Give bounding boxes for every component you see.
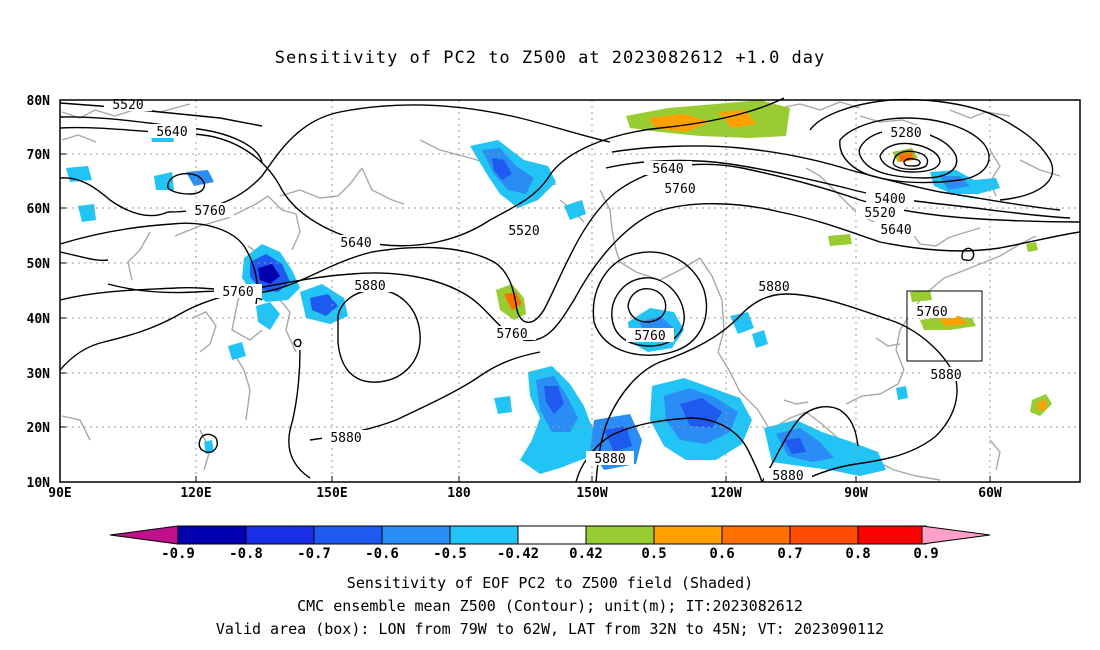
- colorbar-box: [857, 525, 927, 545]
- footer-line-1: Sensitivity of EOF PC2 to Z500 field (Sh…: [346, 574, 754, 592]
- latitude-labels: 80N 70N 60N 50N 40N 30N 20N 10N: [27, 94, 51, 491]
- valid-area-box: [906, 290, 983, 362]
- contour-label: 5880: [772, 469, 803, 484]
- colorbar-label: -0.6: [365, 546, 399, 562]
- lat-label: 80N: [27, 94, 51, 109]
- lon-label: 90E: [48, 486, 71, 501]
- colorbar-box: [177, 525, 247, 545]
- contour-label: 5640: [652, 162, 683, 177]
- footer-line-2: CMC ensemble mean Z500 (Contour); unit(m…: [297, 597, 803, 615]
- lon-label: 90W: [844, 486, 868, 501]
- colorbar-label: 0.42: [569, 546, 603, 562]
- gridlines: [60, 100, 1080, 482]
- contour-label: 5880: [354, 279, 385, 294]
- contour-label: 5880: [930, 368, 961, 383]
- colorbar-label: -0.8: [229, 546, 263, 562]
- lon-label: 120W: [710, 486, 741, 501]
- lon-label: 60W: [978, 486, 1002, 501]
- colorbar-box: [517, 525, 587, 545]
- contour-label: 5520: [864, 206, 895, 221]
- colorbar-label: -0.9: [161, 546, 195, 562]
- chart-title: Sensitivity of PC2 to Z500 at 2023082612…: [274, 48, 826, 68]
- colorbar-high-triangle: [921, 525, 991, 545]
- colorbar: -0.9 -0.8 -0.7 -0.6 -0.5 -0.42 0.42 0.5 0.6 0.7 0.…: [109, 525, 991, 562]
- contour-labels: 5520 5640 5760 5640 5760 5880 5520 5640 …: [104, 97, 970, 484]
- colorbar-low-triangle: [109, 525, 179, 545]
- contour-label: 5400: [874, 192, 905, 207]
- lat-label: 30N: [27, 367, 51, 382]
- contour-label: 5760: [222, 285, 253, 300]
- lon-label: 150W: [576, 486, 607, 501]
- colorbar-labels: -0.9 -0.8 -0.7 -0.6 -0.5 -0.42 0.42 0.5 0.6 0.7 0.…: [161, 546, 939, 562]
- colorbar-label: -0.5: [433, 546, 467, 562]
- map-frame: [59, 99, 1081, 483]
- colorbar-box: [789, 525, 859, 545]
- lon-label: 120E: [180, 486, 211, 501]
- contour-label: 5880: [330, 431, 361, 446]
- colorbar-label: -0.42: [497, 546, 539, 562]
- contour-label: 5640: [156, 125, 187, 140]
- colorbar-label: 0.5: [641, 546, 666, 562]
- lon-label: 150E: [316, 486, 347, 501]
- colorbar-boxes: [177, 525, 927, 545]
- z500-contours: [59, 97, 1081, 483]
- contour-label: 5760: [194, 204, 225, 219]
- footer-line-3: Valid area (box): LON from 79W to 62W, L…: [215, 620, 885, 638]
- colorbar-label: 0.9: [913, 546, 938, 562]
- lon-label: 180: [447, 486, 471, 501]
- lat-label: 60N: [27, 202, 51, 217]
- lat-label: 50N: [27, 257, 51, 272]
- contour-label: 5640: [340, 236, 371, 251]
- longitude-labels: 90E 120E 150E 180 150W 120W 90W 60W: [48, 486, 1002, 501]
- colorbar-box: [721, 525, 791, 545]
- colorbar-box: [313, 525, 383, 545]
- colorbar-box: [449, 525, 519, 545]
- colorbar-label: 0.6: [709, 546, 734, 562]
- contour-label: 5280: [890, 126, 921, 141]
- lat-label: 70N: [27, 148, 51, 163]
- contour-label: 5760: [664, 182, 695, 197]
- colorbar-label: 0.8: [845, 546, 870, 562]
- lat-label: 40N: [27, 312, 51, 327]
- shaded-sensitivity: [66, 100, 1052, 476]
- contour-label: 5760: [496, 327, 527, 342]
- colorbar-box: [245, 525, 315, 545]
- colorbar-box: [585, 525, 655, 545]
- contour-label: 5520: [112, 98, 143, 113]
- contour-label: 5880: [594, 452, 625, 467]
- colorbar-label: 0.7: [777, 546, 802, 562]
- lat-label: 10N: [27, 476, 51, 491]
- colorbar-box: [653, 525, 723, 545]
- contour-label: 5640: [880, 223, 911, 238]
- axis-ticks: [60, 99, 991, 482]
- lat-label: 20N: [27, 421, 51, 436]
- contour-label: 5520: [508, 224, 539, 239]
- contour-label: 5880: [758, 280, 789, 295]
- colorbar-label: -0.7: [297, 546, 331, 562]
- contour-label: 5760: [916, 305, 947, 320]
- colorbar-box: [381, 525, 451, 545]
- contour-label: 5760: [634, 329, 665, 344]
